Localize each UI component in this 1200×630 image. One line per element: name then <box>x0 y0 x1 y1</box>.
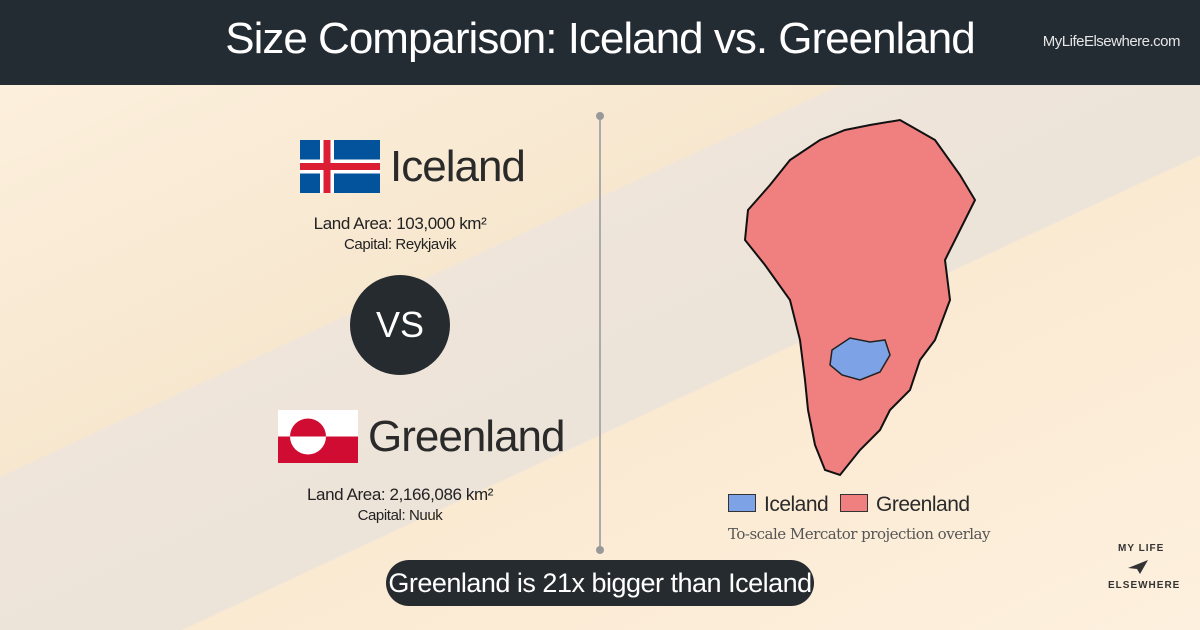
country-name: Greenland <box>368 412 565 461</box>
map-note: To-scale Mercator projection overlay <box>728 525 990 543</box>
legend-item: Iceland <box>728 493 829 517</box>
country-name: Iceland <box>390 142 526 191</box>
divider <box>599 116 601 550</box>
land-area: Land Area: 103,000 km² <box>313 214 487 233</box>
capital: Capital: Reykjavik <box>343 236 456 253</box>
capital: Capital: Nuuk <box>357 507 443 524</box>
country-info: Land Area: 103,000 km² Capital: Reykjavi… <box>250 214 550 255</box>
vs-badge: VS <box>350 275 450 375</box>
greenland-flag <box>278 410 358 463</box>
divider-end <box>596 546 604 554</box>
divider-end <box>596 112 604 120</box>
country-info: Land Area: 2,166,086 km² Capital: Nuuk <box>250 485 550 526</box>
legend-label: Iceland <box>764 493 829 516</box>
header: Size Comparison: Iceland vs. Greenland M… <box>0 0 1200 85</box>
legend-label: Greenland <box>876 493 970 516</box>
map-overlay <box>743 118 977 477</box>
land-area: Land Area: 2,166,086 km² <box>306 485 494 504</box>
iceland-shape <box>829 337 891 381</box>
summary-banner: Greenland is 21x bigger than Iceland <box>386 560 814 606</box>
logo-text: MY LIFE <box>1118 543 1165 554</box>
site-name[interactable]: MyLifeElsewhere.com <box>1042 33 1181 50</box>
title: Size Comparison: Iceland vs. Greenland <box>225 14 976 63</box>
greenland-shape <box>743 118 977 477</box>
legend-item: Greenland <box>840 493 970 517</box>
logo-text: ELSEWHERE <box>1108 580 1181 591</box>
iceland-flag <box>300 140 380 193</box>
logo-icon <box>1128 560 1148 574</box>
